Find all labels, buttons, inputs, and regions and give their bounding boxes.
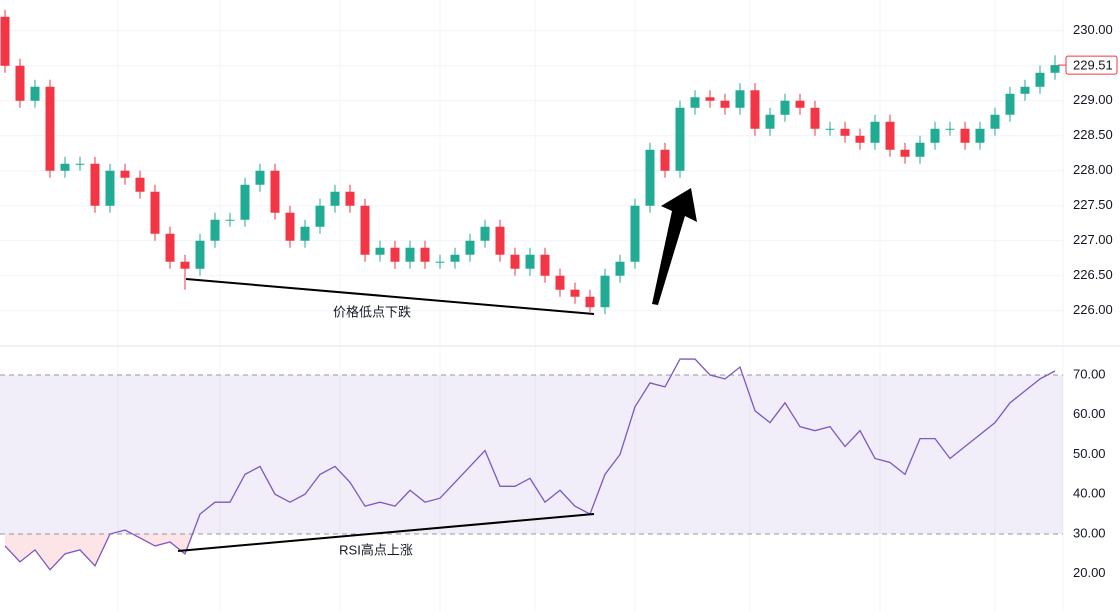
y-tick-label: 226.50 [1073,267,1113,282]
candle-body [765,114,775,129]
y-tick-label: 229.00 [1073,92,1113,107]
rsi-trend-line [177,513,595,552]
candle-body [525,254,535,269]
y-tick-label: 40.00 [1073,486,1106,501]
candle-body [720,100,730,108]
candle-body [840,128,850,136]
candle-body [945,128,955,130]
y-tick-label: 60.00 [1073,406,1106,421]
candle-body [735,90,745,108]
candle-body [1050,65,1060,73]
candle-body [150,191,160,234]
candle-body [750,90,760,129]
candle-body [30,86,40,101]
candle-body [990,114,1000,129]
candle-body [390,247,400,262]
candle-body [660,149,670,171]
candle-body [465,240,475,255]
price-annotation: 价格低点下跌 [333,304,411,319]
price-trend-line [185,278,595,315]
y-tick-label: 30.00 [1073,525,1106,540]
candle-body [450,254,460,262]
y-tick-label: 226.00 [1073,302,1113,317]
y-tick-label: 227.00 [1073,232,1113,247]
candle-body [705,97,715,101]
candle-body [690,97,700,108]
candle-body [75,163,85,165]
candle-body [60,163,70,171]
candle-body [135,177,145,192]
candle-body [315,205,325,227]
candle-body [900,149,910,157]
candle-body [225,219,235,221]
candle-body [855,135,865,143]
candle-body [345,191,355,206]
candle-body [375,247,385,255]
candle-body [300,226,310,241]
candle-body [1005,93,1015,115]
candle-body [570,289,580,297]
candle-body [210,219,220,241]
candle-body [435,261,445,263]
plot-layer: 226.00 226.50 227.00 227.50 228.00 228.50 229.… [0,9,1118,580]
candle-body [240,184,250,220]
candle-body [780,100,790,115]
candle-body [510,254,520,269]
candle-body [180,261,190,269]
candle-body [255,170,265,185]
candle-body [120,170,130,178]
last-price-label: 229.51 [1073,58,1113,73]
candle-body [885,121,895,150]
candle-body [480,226,490,241]
arrow [652,188,697,305]
candle-body [285,212,295,241]
candle-body [630,205,640,262]
candle-body [795,100,805,108]
candle-body [870,121,880,143]
candle-body [810,107,820,129]
candle-body [405,247,415,262]
rsi-band [0,374,1063,534]
candle-body [330,191,340,206]
y-tick-label: 230.00 [1073,22,1113,37]
candle-body [105,170,115,206]
candle-body [0,16,10,66]
candle-body [825,128,835,130]
candle-body [960,128,970,143]
y-tick-label: 228.00 [1073,162,1113,177]
y-tick-label: 227.50 [1073,197,1113,212]
candle-body [975,128,985,143]
candle-body [585,296,595,308]
last-price-box [1065,55,1118,75]
candle-body [615,261,625,276]
vertical-grid [117,0,996,611]
candle-body [420,247,430,262]
candle-body [495,226,505,255]
candle-body [675,107,685,171]
candle-body [360,205,370,255]
candle-body [90,163,100,206]
candle-body [45,86,55,171]
candle-body [15,65,25,101]
candle-body [930,128,940,143]
y-tick-label: 70.00 [1073,366,1106,381]
y-tick-label: 228.50 [1073,127,1113,142]
candle-body [270,170,280,213]
candle-body [1020,86,1030,94]
candle-body [915,142,925,157]
y-tick-label: 50.00 [1073,446,1106,461]
candle-body [645,149,655,206]
rsi-annotation: RSI高点上涨 [339,542,413,557]
candle-body [165,233,175,262]
candle-body [195,240,205,269]
y-tick-label: 20.00 [1073,565,1106,580]
candle-body [555,275,565,290]
candle-body [540,254,550,276]
candle-body [1035,72,1045,87]
candle-body [600,275,610,308]
